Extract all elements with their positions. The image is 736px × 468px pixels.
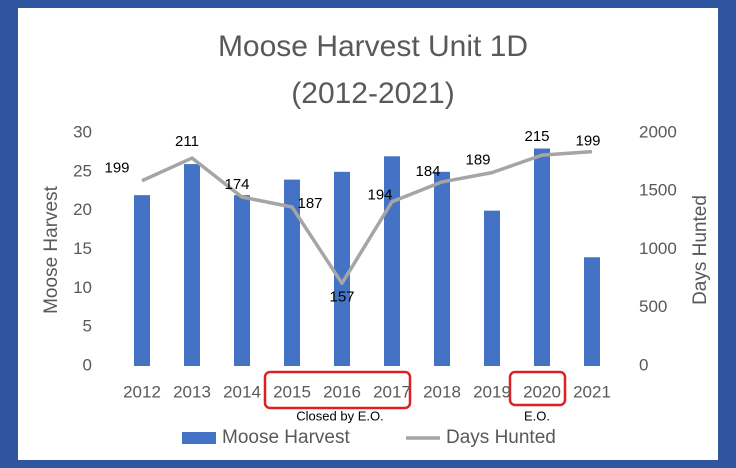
bar	[484, 210, 500, 366]
x-tick-label: 2012	[123, 382, 161, 401]
bar	[234, 195, 250, 366]
line	[141, 149, 593, 286]
y2-tick-label: 2000	[639, 122, 677, 141]
x-tick-label: 2020	[523, 382, 561, 401]
point-label: 184	[415, 163, 440, 180]
highlight-box	[263, 370, 412, 410]
legend-swatch	[182, 432, 216, 444]
point-label: 211	[175, 133, 199, 150]
bar	[434, 171, 450, 366]
point-label: 157	[329, 288, 354, 305]
x-tick-label: 2016	[323, 382, 361, 401]
highlight-box	[508, 370, 567, 407]
x-tick-label: 2021	[573, 382, 611, 401]
y2-tick-label: 500	[639, 297, 667, 316]
point-label: 199	[104, 160, 129, 177]
bar	[584, 257, 600, 366]
chart-title: (2012-2021)	[291, 77, 454, 110]
bar	[184, 164, 200, 366]
point-label: 189	[465, 152, 490, 169]
legend-label: Days Hunted	[446, 427, 556, 448]
annotation: E.O.	[524, 408, 550, 423]
y-tick-label: 20	[73, 200, 92, 219]
point-label: 187	[297, 195, 322, 212]
bar	[334, 171, 350, 366]
bar	[284, 179, 300, 366]
x-tick-label: 2013	[173, 382, 211, 401]
legend-label: Moose Harvest	[222, 427, 350, 448]
point-label: 215	[524, 128, 549, 145]
y-tick-label: 5	[83, 317, 92, 336]
x-tick-label: 2018	[423, 382, 461, 401]
bar	[534, 148, 550, 366]
y-tick-label: 0	[83, 355, 92, 374]
point-label: 174	[224, 176, 249, 193]
x-tick-label: 2017	[373, 382, 411, 401]
x-tick-label: 2019	[473, 382, 511, 401]
bar	[134, 195, 150, 366]
annotation: Closed by E.O.	[296, 408, 383, 423]
x-tick-label: 2015	[273, 382, 311, 401]
y2-tick-label: 1500	[639, 181, 677, 200]
point-label: 199	[575, 133, 600, 150]
y-tick-label: 10	[73, 278, 92, 297]
chart-title: Moose Harvest Unit 1D	[218, 30, 528, 63]
x-tick-label: 2014	[223, 382, 261, 401]
y-tick-label: 15	[73, 239, 92, 258]
y-axis-label: Moose Harvest	[41, 185, 62, 313]
point-label: 194	[367, 187, 392, 204]
y2-tick-label: 1000	[639, 239, 677, 258]
y2-tick-label: 0	[639, 355, 648, 374]
y-tick-label: 30	[73, 122, 92, 141]
y-tick-label: 25	[73, 161, 92, 180]
y2-axis-label: Days Hunted	[690, 195, 711, 305]
